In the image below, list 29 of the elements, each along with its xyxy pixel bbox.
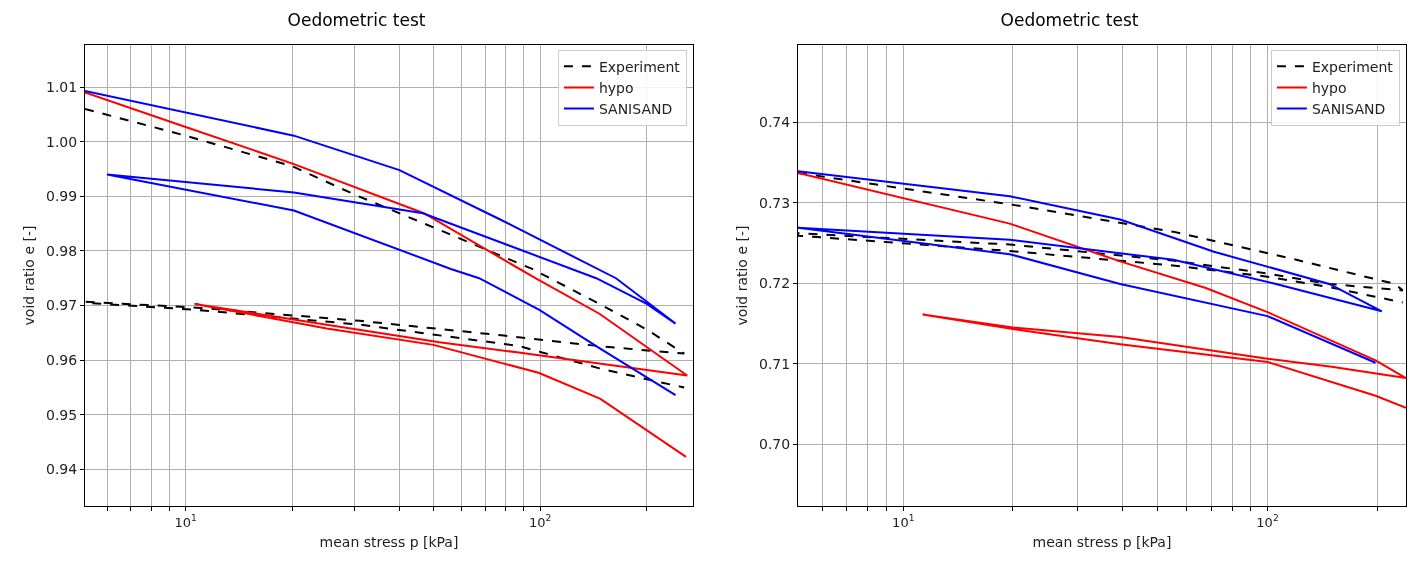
legend-label: hypo bbox=[598, 79, 634, 96]
x-axis-title: mean stress p [kPa] bbox=[1032, 533, 1172, 550]
legend-label: SANISAND bbox=[598, 101, 673, 118]
y-tick-label: 1.01 bbox=[46, 78, 78, 95]
legend-label: hypo bbox=[1311, 79, 1347, 96]
y-tick-label: 0.73 bbox=[759, 194, 791, 211]
x-axis-title: mean stress p [kPa] bbox=[319, 533, 459, 550]
y-axis-title: void ratio e [-] bbox=[733, 225, 750, 326]
y-tick-label: 0.99 bbox=[46, 188, 78, 205]
y-tick-label: 0.74 bbox=[759, 114, 791, 131]
y-tick-label: 0.96 bbox=[46, 352, 78, 369]
y-tick-label: 0.97 bbox=[46, 297, 78, 314]
y-tick-label: 0.94 bbox=[46, 461, 78, 478]
legend-label: Experiment bbox=[1311, 58, 1394, 75]
x-tick-label: 10$^{2}$ bbox=[1256, 513, 1279, 530]
y-tick-label: 0.98 bbox=[46, 242, 78, 259]
y-axis-title: void ratio e [-] bbox=[20, 225, 37, 326]
x-tick-label: 10$^{2}$ bbox=[528, 513, 552, 530]
y-tick-label: 0.70 bbox=[759, 435, 791, 452]
chart-title: Oedometric test bbox=[287, 9, 426, 30]
legend-label: Experiment bbox=[598, 58, 681, 75]
x-tick-label: 10$^{1}$ bbox=[892, 513, 915, 530]
x-tick-label: 10$^{1}$ bbox=[174, 513, 197, 530]
y-tick-label: 0.95 bbox=[46, 406, 78, 423]
y-tick-label: 0.71 bbox=[759, 355, 791, 372]
y-tick-label: 1.00 bbox=[46, 133, 78, 150]
legend-label: SANISAND bbox=[1311, 101, 1386, 118]
y-tick-label: 0.72 bbox=[759, 275, 791, 292]
chart-title: Oedometric test bbox=[1000, 9, 1139, 30]
